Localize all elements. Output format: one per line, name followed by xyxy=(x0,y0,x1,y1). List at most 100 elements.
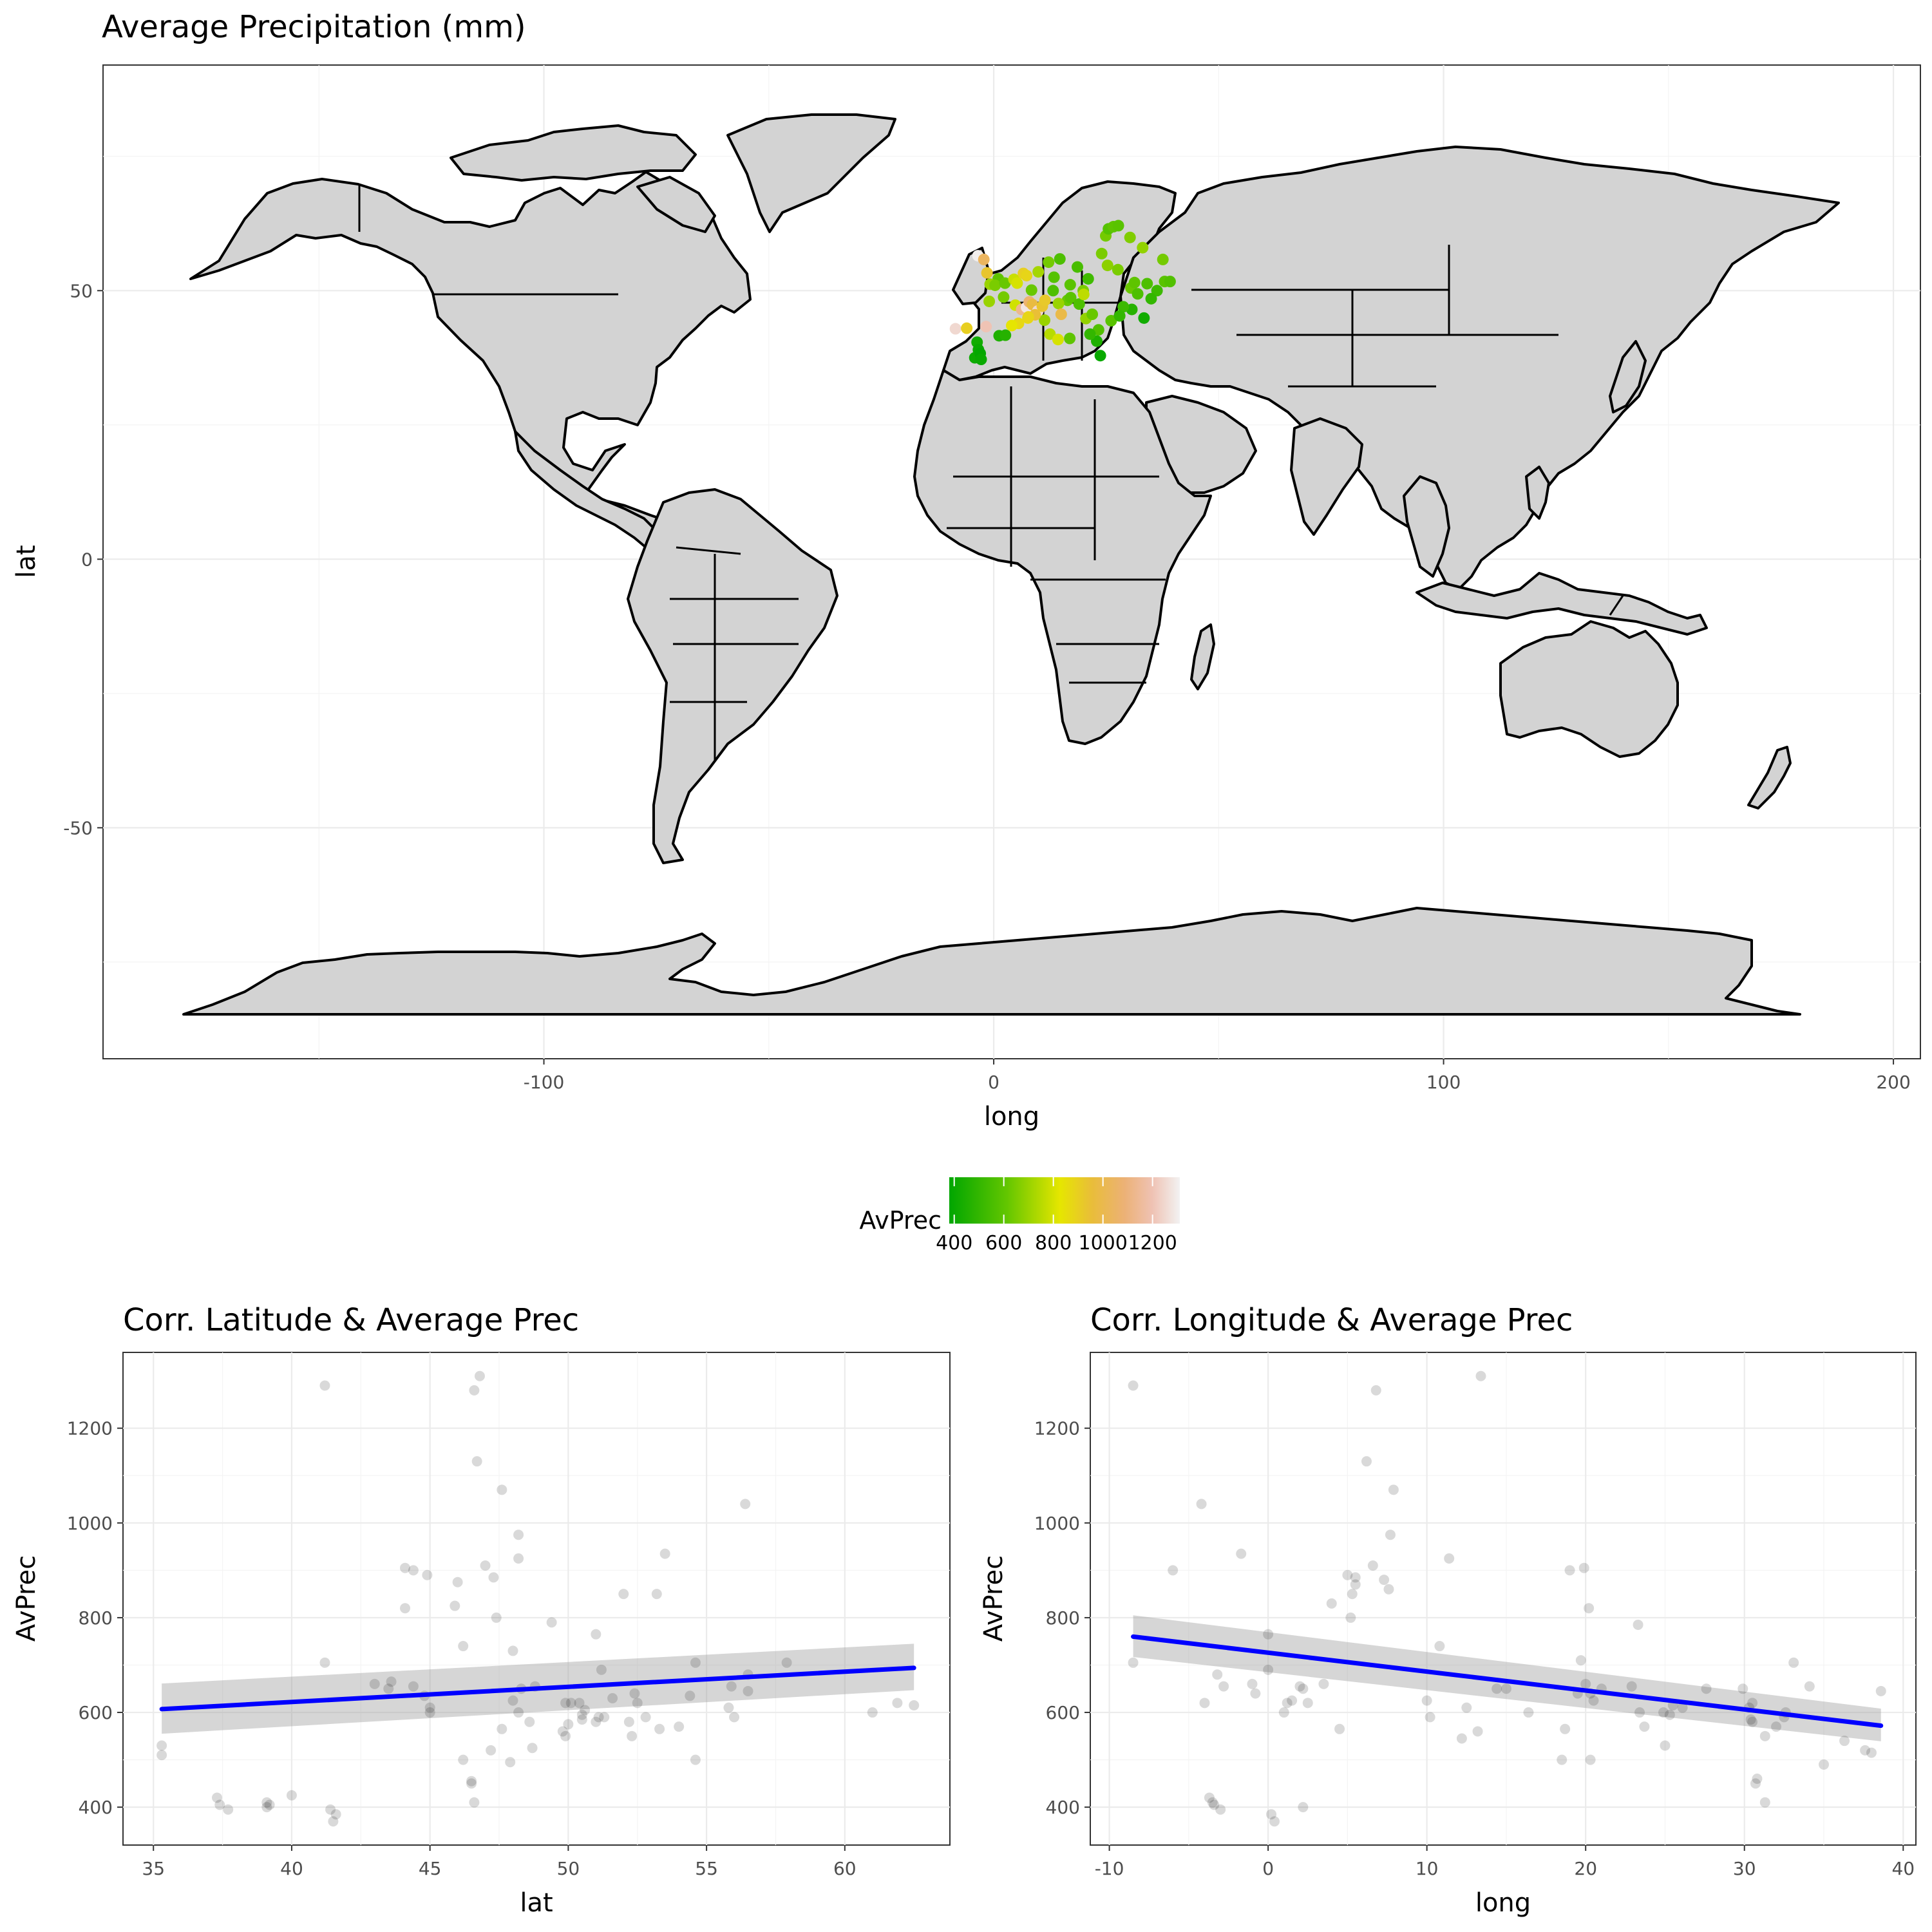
long-point xyxy=(1361,1456,1372,1467)
map-point xyxy=(949,323,961,335)
long-point xyxy=(1269,1816,1280,1827)
map-point xyxy=(1086,308,1099,321)
map-point xyxy=(1128,276,1141,289)
map-y-axis-label: lat xyxy=(12,545,41,578)
map-point xyxy=(1071,261,1083,273)
map-point xyxy=(1105,315,1117,327)
lat-point xyxy=(408,1565,419,1576)
landmass-indonesia xyxy=(1416,572,1708,636)
long-point xyxy=(1819,1759,1830,1770)
map-point xyxy=(1048,271,1060,283)
map-point xyxy=(1157,253,1169,265)
lat-point xyxy=(599,1712,610,1723)
long-axis-ticks: -10 0 10 20 30 40 400 600 800 1000 1200 xyxy=(1034,1418,1915,1879)
long-point xyxy=(1660,1740,1671,1751)
long-point xyxy=(1745,1714,1756,1725)
long-x-axis-label: long xyxy=(1475,1888,1531,1918)
lat-point xyxy=(286,1790,297,1801)
lat-point xyxy=(618,1589,629,1600)
lat-point xyxy=(576,1714,587,1725)
map-point xyxy=(1021,269,1033,281)
long-point xyxy=(1215,1804,1226,1815)
map-x-tick-label: 100 xyxy=(1426,1072,1461,1093)
legend-ticks: 400 600 800 1000 1200 xyxy=(936,1177,1177,1255)
legend-title: AvPrec xyxy=(859,1206,942,1235)
map-point xyxy=(980,321,992,333)
lat-point xyxy=(458,1641,469,1652)
lat-point xyxy=(386,1676,397,1687)
long-point xyxy=(1578,1562,1589,1573)
long-point xyxy=(1788,1657,1799,1668)
long-point xyxy=(1204,1792,1215,1803)
lat-point xyxy=(867,1707,878,1718)
lat-point xyxy=(596,1664,607,1675)
map-point xyxy=(1112,263,1124,276)
long-point xyxy=(1199,1698,1210,1709)
lat-point xyxy=(524,1716,535,1727)
lat-point xyxy=(654,1723,665,1734)
map-point xyxy=(961,322,973,334)
map-point xyxy=(1032,266,1045,278)
landmass-baffin xyxy=(636,176,716,233)
long-point xyxy=(1263,1664,1274,1675)
borders-south-america xyxy=(670,546,799,760)
lat-point xyxy=(560,1730,571,1741)
long-y-tick-label: 1200 xyxy=(1034,1418,1080,1439)
map-point xyxy=(1084,328,1096,340)
lat-point xyxy=(212,1792,223,1803)
map-point xyxy=(1137,242,1149,254)
long-point xyxy=(1345,1612,1356,1623)
long-point xyxy=(1492,1683,1502,1694)
long-point xyxy=(1421,1695,1432,1706)
lat-panel-frame xyxy=(122,1352,951,1846)
long-point xyxy=(1434,1641,1445,1652)
map-point xyxy=(1064,332,1076,345)
map-point xyxy=(1141,278,1153,290)
long-point xyxy=(1456,1733,1467,1744)
lat-point xyxy=(690,1754,701,1765)
lat-point xyxy=(497,1484,507,1495)
lat-point xyxy=(507,1695,518,1706)
map-point xyxy=(1145,292,1157,305)
lat-fit-line xyxy=(159,1665,916,1712)
lat-point xyxy=(474,1370,485,1381)
long-x-tick-label: -10 xyxy=(1095,1858,1124,1879)
long-point xyxy=(1639,1721,1650,1732)
long-point xyxy=(1580,1678,1591,1689)
long-regression-line xyxy=(1131,1634,1884,1728)
lat-point xyxy=(591,1716,601,1727)
lat-point xyxy=(214,1799,225,1810)
map-point xyxy=(1047,285,1059,297)
long-point xyxy=(1236,1548,1247,1559)
lat-point xyxy=(560,1698,571,1709)
long-point xyxy=(1128,1657,1139,1668)
legend-colorbar xyxy=(949,1177,1180,1224)
long-point xyxy=(1212,1669,1223,1680)
lat-y-axis-label: AvPrec xyxy=(12,1555,41,1642)
lat-axis-ticks: 35 40 45 50 55 60 400 600 800 1000 1200 xyxy=(67,1418,857,1879)
map-point xyxy=(1164,276,1176,288)
map-x-tick-label: 200 xyxy=(1876,1072,1910,1093)
long-point xyxy=(1575,1655,1586,1666)
long-point xyxy=(1472,1726,1483,1737)
landmass-philippines xyxy=(1525,466,1550,520)
long-confidence-band-area xyxy=(1133,1615,1881,1741)
long-confidence-band xyxy=(1133,1615,1881,1741)
landmass-madagascar xyxy=(1190,623,1215,690)
lat-point xyxy=(383,1683,394,1694)
long-point xyxy=(1564,1565,1575,1576)
long-point xyxy=(1584,1603,1595,1614)
map-point xyxy=(1117,301,1130,313)
map-point xyxy=(1006,319,1018,332)
map-point xyxy=(1043,256,1055,269)
long-y-tick-label: 1000 xyxy=(1034,1513,1080,1534)
landmass-arctic-islands xyxy=(450,124,697,182)
lat-point xyxy=(580,1705,591,1716)
long-point xyxy=(1752,1774,1763,1785)
long-point xyxy=(1747,1698,1758,1709)
long-point xyxy=(1444,1553,1455,1564)
long-point xyxy=(1588,1695,1599,1706)
landmass-greenland xyxy=(726,113,896,233)
long-point xyxy=(1379,1575,1390,1586)
